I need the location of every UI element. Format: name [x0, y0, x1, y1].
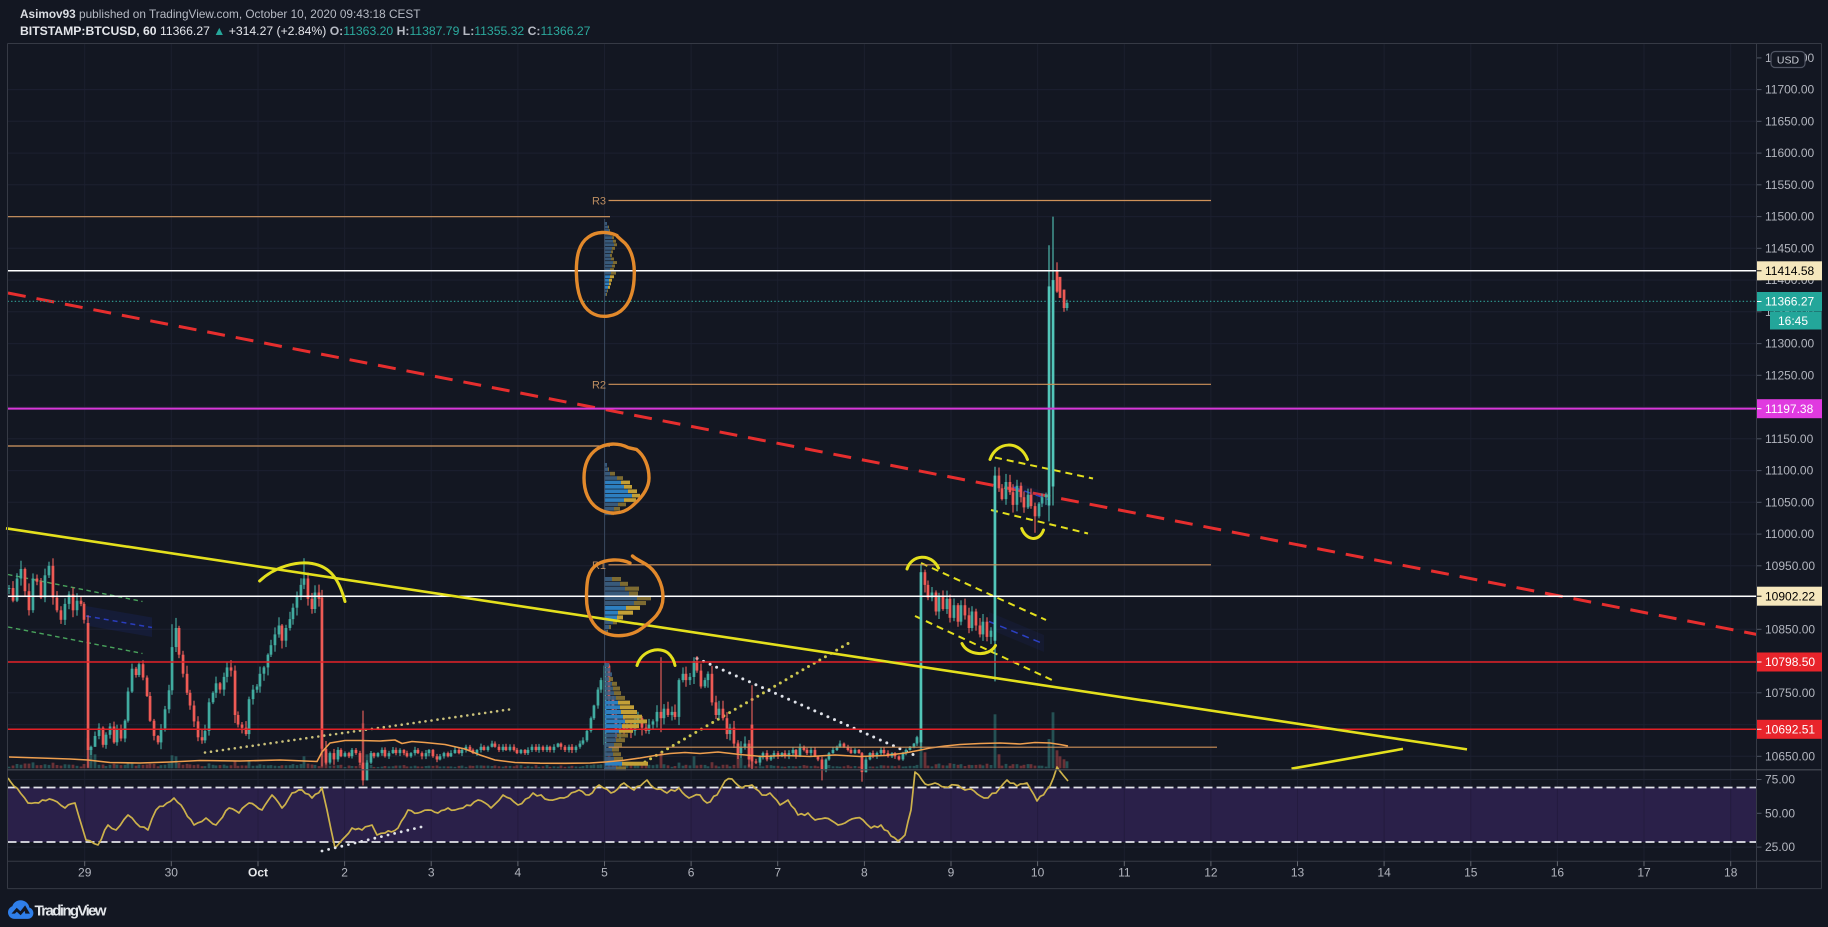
svg-text:14: 14	[1377, 866, 1391, 880]
svg-text:2: 2	[341, 866, 348, 880]
svg-text:10650.00: 10650.00	[1765, 749, 1815, 763]
svg-text:10750.00: 10750.00	[1765, 686, 1815, 700]
svg-text:R3: R3	[592, 196, 606, 208]
svg-text:12: 12	[1204, 866, 1218, 880]
svg-text:6: 6	[688, 866, 695, 880]
svg-text:11150.00: 11150.00	[1765, 432, 1814, 446]
svg-text:16: 16	[1551, 866, 1565, 880]
svg-text:11250.00: 11250.00	[1765, 368, 1814, 382]
svg-text:10: 10	[1031, 866, 1045, 880]
svg-text:11550.00: 11550.00	[1765, 178, 1814, 192]
svg-text:11300.00: 11300.00	[1765, 337, 1814, 351]
svg-text:50.00: 50.00	[1765, 806, 1795, 820]
svg-text:16:45: 16:45	[1778, 314, 1808, 328]
svg-text:9: 9	[948, 866, 955, 880]
svg-text:18: 18	[1724, 866, 1738, 880]
svg-text:11100.00: 11100.00	[1765, 464, 1814, 478]
svg-text:11050.00: 11050.00	[1765, 495, 1814, 509]
svg-text:11: 11	[1118, 866, 1131, 880]
svg-text:5: 5	[601, 866, 608, 880]
svg-text:11650.00: 11650.00	[1765, 114, 1814, 128]
svg-text:15: 15	[1464, 866, 1478, 880]
svg-text:USD: USD	[1777, 55, 1800, 67]
svg-text:10692.51: 10692.51	[1765, 723, 1815, 737]
svg-text:11500.00: 11500.00	[1765, 210, 1814, 224]
svg-text:29: 29	[78, 866, 92, 880]
svg-text:3: 3	[428, 866, 435, 880]
svg-text:11414.58: 11414.58	[1765, 264, 1814, 278]
svg-text:11450.00: 11450.00	[1765, 241, 1814, 255]
svg-text:10902.22: 10902.22	[1765, 589, 1815, 603]
svg-text:11197.38: 11197.38	[1765, 402, 1814, 416]
svg-text:10950.00: 10950.00	[1765, 559, 1815, 573]
svg-text:7: 7	[774, 866, 781, 880]
svg-text:Oct: Oct	[248, 866, 268, 880]
svg-text:11700.00: 11700.00	[1765, 83, 1814, 97]
svg-text:11600.00: 11600.00	[1765, 146, 1814, 160]
svg-text:R2: R2	[592, 379, 606, 391]
svg-text:11000.00: 11000.00	[1765, 527, 1814, 541]
svg-text:13: 13	[1291, 866, 1305, 880]
svg-text:8: 8	[861, 866, 868, 880]
svg-text:10798.50: 10798.50	[1765, 655, 1815, 669]
svg-text:BITSTAMP:BTCUSD, 60 11366.27: BITSTAMP:BTCUSD, 60 11366.27 ▲ +314.27 (…	[20, 24, 591, 38]
svg-text:TradingView: TradingView	[35, 903, 107, 920]
svg-text:17: 17	[1637, 866, 1651, 880]
svg-text:25.00: 25.00	[1765, 840, 1795, 854]
svg-text:75.00: 75.00	[1765, 773, 1795, 787]
svg-text:30: 30	[165, 866, 179, 880]
svg-text:4: 4	[515, 866, 522, 880]
svg-text:10850.00: 10850.00	[1765, 622, 1815, 636]
svg-text:Asimov93 published on TradingV: Asimov93 published on TradingView.com, O…	[20, 7, 420, 21]
svg-text:11366.27: 11366.27	[1765, 295, 1814, 309]
